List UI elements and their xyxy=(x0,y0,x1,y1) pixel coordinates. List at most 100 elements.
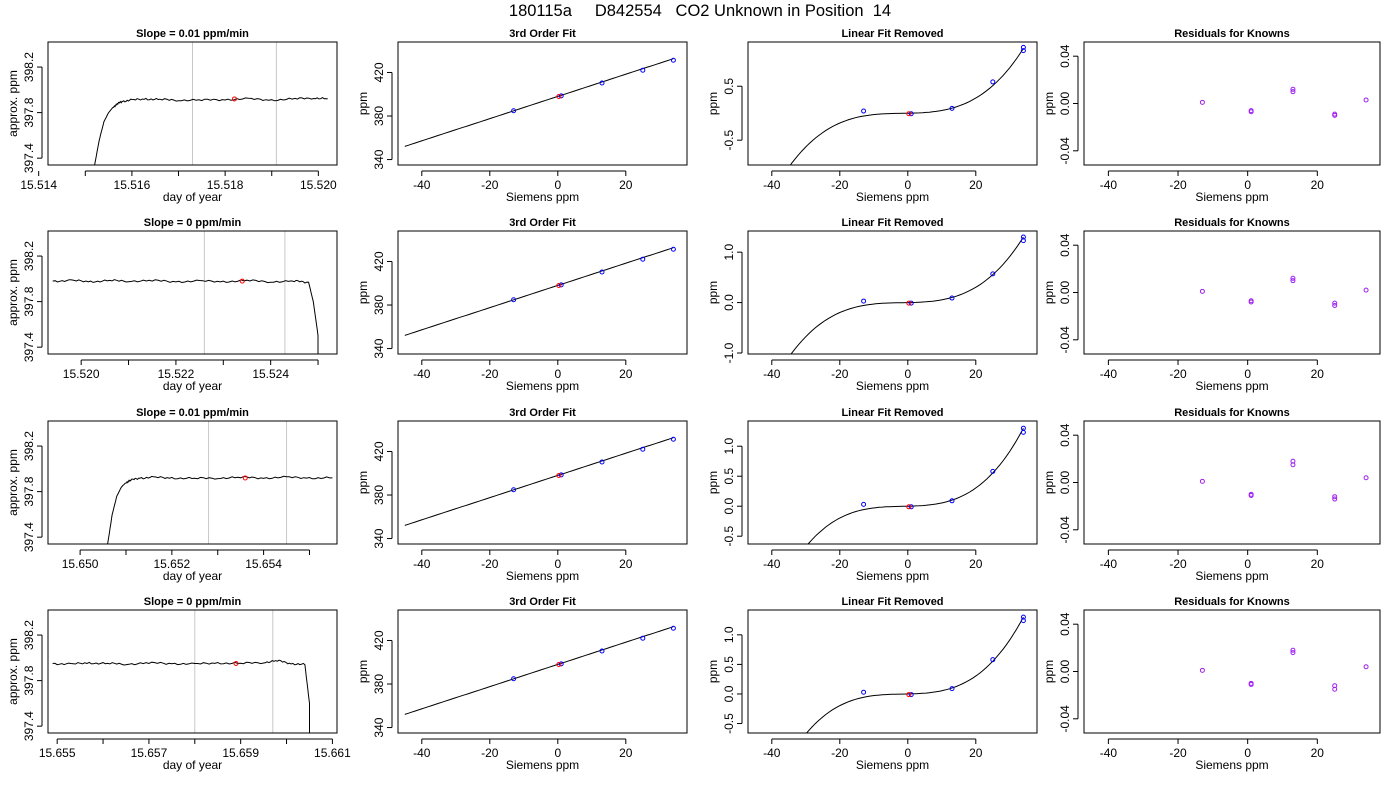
y-tick-label: 1.0 xyxy=(722,438,736,455)
residual-point xyxy=(1332,494,1338,500)
x-axis-label: Siemens ppm xyxy=(856,190,929,204)
plot-frame xyxy=(1083,41,1381,166)
panel-2-2: 3rd Order Fit -40 -20 0 20 Siemens ppm 340 380 4… xyxy=(356,217,688,393)
x-tick-label: 0 xyxy=(1244,557,1251,571)
x-tick-label: -40 xyxy=(763,746,781,760)
known-standard-point xyxy=(1020,614,1026,620)
y-axis-label: approx. ppm xyxy=(6,449,20,516)
panel-title: Residuals for Knowns xyxy=(1174,28,1290,40)
x-tick-label: -20 xyxy=(831,367,849,381)
x-axis-label: Siemens ppm xyxy=(506,379,579,393)
y-tick-label: 1.0 xyxy=(722,244,736,261)
known-standard-point xyxy=(640,67,646,73)
known-standard-point xyxy=(908,300,914,306)
known-standard-point xyxy=(670,436,676,442)
panel-title: Linear Fit Removed xyxy=(841,407,943,419)
known-standard-point xyxy=(1020,234,1026,240)
panel-title: 3rd Order Fit xyxy=(509,407,576,419)
panel-4-2: 3rd Order Fit -40 -20 0 20 Siemens ppm 340 380 4… xyxy=(356,596,688,772)
co2-trace-line xyxy=(94,97,328,165)
y-tick-label: 420 xyxy=(372,62,386,82)
residual-point xyxy=(1290,647,1296,653)
residual-point xyxy=(1332,686,1338,692)
y-axis-label: ppm xyxy=(356,92,370,115)
y-tick-label: 0.00 xyxy=(1058,659,1072,683)
x-tick-label: -20 xyxy=(831,178,849,192)
y-tick-label: 0.0 xyxy=(722,498,736,515)
x-axis-label: Siemens ppm xyxy=(1195,758,1268,772)
x-tick-label: 20 xyxy=(969,557,983,571)
x-tick-label: 20 xyxy=(619,178,633,192)
plot-area xyxy=(1199,647,1369,692)
residual-point xyxy=(1248,109,1254,115)
x-axis-label: day of year xyxy=(163,758,222,772)
x-tick-label: 15.655 xyxy=(39,746,76,760)
known-standard-point xyxy=(949,105,955,111)
x-tick-label: 15.514 xyxy=(20,178,57,192)
unknown-point xyxy=(556,662,562,668)
known-standard-point xyxy=(558,472,564,478)
y-tick-label: 397.8 xyxy=(22,476,36,506)
residual-point xyxy=(1290,275,1296,281)
plot-frame xyxy=(747,420,1038,545)
x-tick-label: -20 xyxy=(1169,746,1187,760)
residual-point xyxy=(1199,288,1205,294)
y-tick-label: 398.2 xyxy=(22,52,36,82)
x-axis-label: Siemens ppm xyxy=(506,190,579,204)
y-tick-label: 0.5 xyxy=(722,656,736,673)
y-tick-label: 1.0 xyxy=(722,626,736,643)
panel-3-1: Slope = 0.01 ppm/min 15.650 15.652 15.654 da… xyxy=(6,407,338,583)
x-tick-label: 0 xyxy=(904,367,911,381)
x-tick-label: 0 xyxy=(554,746,561,760)
y-axis-label: approx. ppm xyxy=(6,259,20,326)
x-axis-label: Siemens ppm xyxy=(1195,569,1268,583)
plot-frame xyxy=(747,230,1038,355)
x-tick-label: 20 xyxy=(969,746,983,760)
x-tick-label: -40 xyxy=(413,557,431,571)
residual-point xyxy=(1290,650,1296,656)
residual-point xyxy=(1199,478,1205,484)
y-tick-label: 0.0 xyxy=(722,294,736,311)
x-axis-label: Siemens ppm xyxy=(1195,190,1268,204)
y-axis-label: ppm xyxy=(706,471,720,494)
known-standard-point xyxy=(908,111,914,117)
panel-1-1: Slope = 0.01 ppm/min 15.514 15.516 15.518 15… xyxy=(6,28,338,204)
known-standard-point xyxy=(640,256,646,262)
panel-1-2: 3rd Order Fit -40 -20 0 20 Siemens ppm 340 380 4… xyxy=(356,28,688,204)
known-standard-point xyxy=(949,295,955,301)
residual-point xyxy=(1248,682,1254,688)
panel-3-3: Linear Fit Removed -40 -20 0 20 Siemens ppm -0… xyxy=(706,407,1038,583)
x-tick-label: -40 xyxy=(413,178,431,192)
plot-frame xyxy=(47,41,338,166)
unknown-mean-point xyxy=(239,278,245,284)
residual-point xyxy=(1290,458,1296,464)
x-tick-label: 0 xyxy=(1244,178,1251,192)
plot-area xyxy=(107,421,333,544)
known-standard-point xyxy=(990,468,996,474)
panel-title: 3rd Order Fit xyxy=(509,217,576,229)
y-tick-label: -0.04 xyxy=(1058,705,1072,733)
panel-title: Slope = 0.01 ppm/min xyxy=(136,407,249,419)
plot-area xyxy=(404,57,676,147)
y-tick-label: 380 xyxy=(372,295,386,315)
x-tick-label: 0 xyxy=(554,367,561,381)
fit-curve xyxy=(404,247,674,336)
y-tick-label: 0.04 xyxy=(1058,423,1072,447)
y-tick-label: 397.8 xyxy=(22,665,36,695)
residual-point xyxy=(1363,287,1369,293)
x-tick-label: 0 xyxy=(904,746,911,760)
panel-title: Slope = 0.01 ppm/min xyxy=(136,28,249,40)
residual-point xyxy=(1290,89,1296,95)
y-axis-label: ppm xyxy=(1042,660,1056,683)
known-standard-point xyxy=(861,108,867,114)
y-axis-label: approx. ppm xyxy=(6,70,20,137)
plot-frame xyxy=(397,230,688,355)
plot-frame xyxy=(397,609,688,734)
y-tick-label: 0.00 xyxy=(1058,280,1072,304)
panel-title: Linear Fit Removed xyxy=(841,217,943,229)
unknown-mean-point xyxy=(231,96,237,102)
x-axis-label: Siemens ppm xyxy=(856,379,929,393)
x-tick-label: -20 xyxy=(481,557,499,571)
y-tick-label: 397.4 xyxy=(22,143,36,173)
unknown-point xyxy=(556,94,562,100)
